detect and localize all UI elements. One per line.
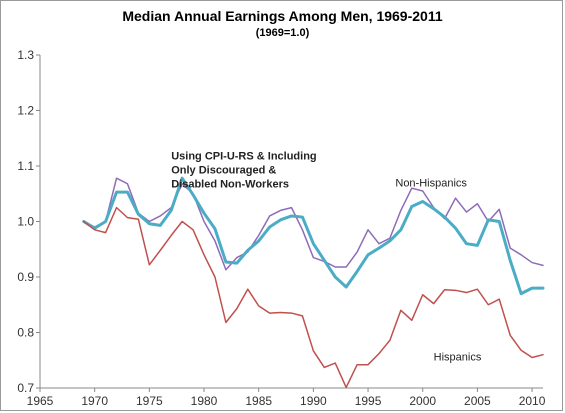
- series-line-0: [82, 177, 544, 271]
- y-tick-label: 0.7: [17, 381, 34, 395]
- series-line-1: [82, 176, 545, 296]
- annotation-line: Hispanics: [434, 351, 482, 363]
- chart-title: Median Annual Earnings Among Men, 1969-2…: [122, 8, 443, 24]
- annotation-line: Disabled Non-Workers: [171, 178, 289, 190]
- annotation-line: Using CPI-U-RS & Including: [171, 150, 316, 162]
- y-tick-label: 1.2: [17, 104, 34, 118]
- x-tick-label: 1970: [81, 394, 108, 408]
- x-tick-label: 1980: [191, 394, 218, 408]
- annotation-line: Non-Hispanics: [395, 178, 467, 190]
- annotation-line: Only Discouraged &: [171, 164, 276, 176]
- y-tick-label: 1.3: [17, 48, 34, 62]
- y-tick-label: 0.9: [17, 270, 34, 284]
- annotation-hisp: Hispanics: [434, 351, 482, 363]
- annotation-nonhisp: Non-Hispanics: [395, 178, 467, 190]
- chart-subtitle: (1969=1.0): [255, 27, 310, 39]
- x-tick-label: 2010: [519, 394, 546, 408]
- x-tick-label: 2005: [464, 394, 491, 408]
- chart-axes: [36, 54, 543, 392]
- series-line-2: [82, 206, 544, 389]
- y-tick-label: 0.8: [17, 326, 34, 340]
- annotation-cpi: Using CPI-U-RS & Including Only Discourag…: [171, 150, 316, 190]
- x-tick-label: 1985: [245, 394, 272, 408]
- annotations: Using CPI-U-RS & Including Only Discourag…: [171, 150, 482, 363]
- x-tick-label: 1995: [355, 394, 382, 408]
- y-tick-label: 1.0: [17, 215, 34, 229]
- x-tick-label: 2000: [409, 394, 436, 408]
- x-tick-label: 1965: [27, 394, 54, 408]
- x-tick-label: 1990: [300, 394, 327, 408]
- series-lines: [82, 176, 545, 389]
- y-tick-label: 1.1: [17, 159, 34, 173]
- x-tick-label: 1975: [136, 394, 163, 408]
- tick-labels: 1965 1970 1975 1980 1985 1990 1995 2000 2005 2010…: [17, 48, 545, 408]
